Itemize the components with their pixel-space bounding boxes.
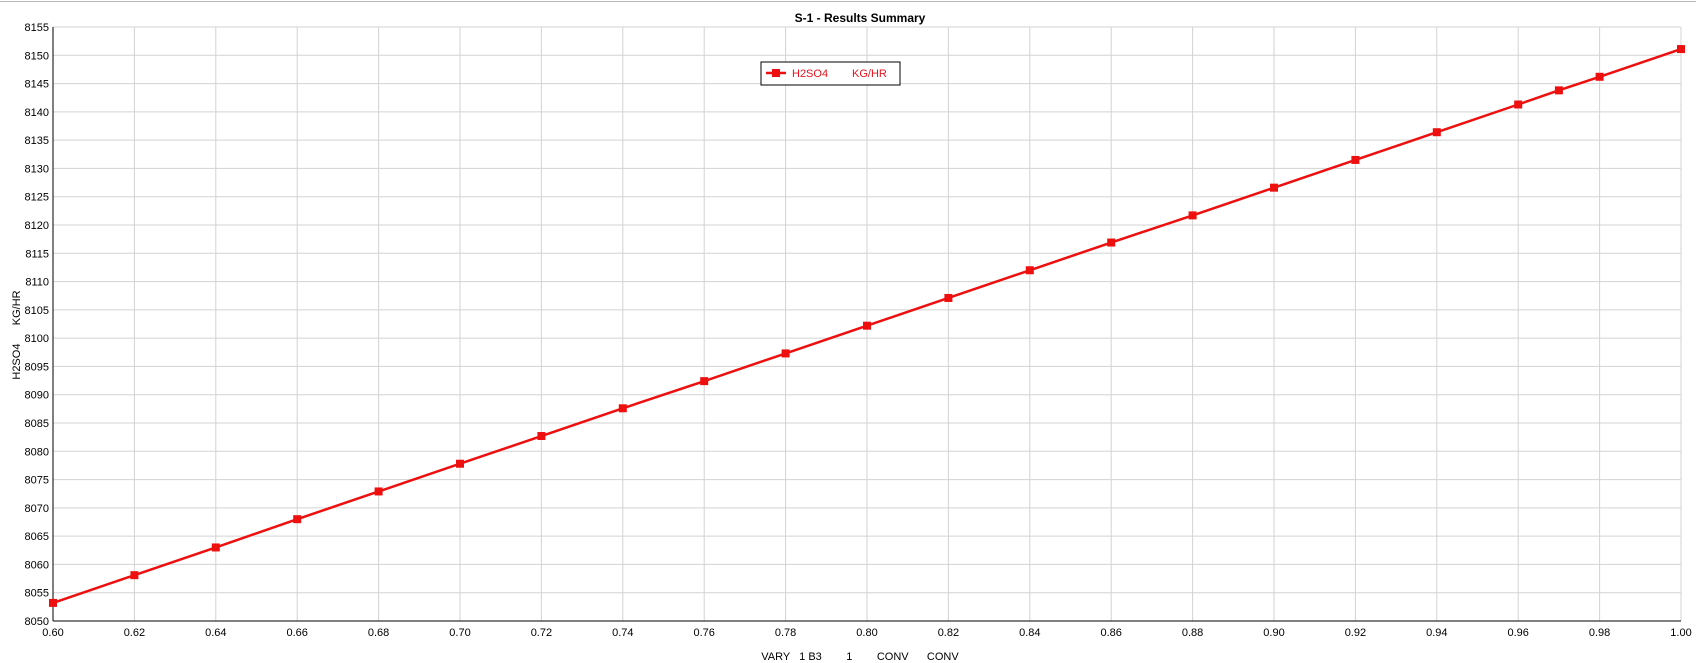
data-point [1025,266,1034,275]
data-point [1107,238,1116,247]
data-point [1554,86,1563,95]
x-tick-label: 0.90 [1263,627,1284,639]
x-tick-label: 0.98 [1589,627,1610,639]
x-tick-label: 0.84 [1019,627,1040,639]
series-layer [49,45,1685,607]
x-tick-label: 0.86 [1100,627,1121,639]
y-tick-label: 8110 [25,277,49,289]
data-point [130,571,139,580]
y-tick-label: 8120 [25,220,49,232]
y-tick-label: 8125 [25,192,49,204]
legend: H2SO4 KG/HR [760,61,901,86]
x-tick-label: 1.00 [1670,627,1691,639]
legend-box [760,61,901,86]
y-tick-label: 8055 [25,588,49,600]
chart-title: S-1 - Results Summary [795,11,926,25]
x-tick-label: 0.80 [856,627,877,639]
y-tick-label: 8080 [25,446,49,458]
x-tick-label: 0.76 [693,627,714,639]
data-point [456,459,464,468]
y-tick-label: 8085 [25,418,49,430]
y-tick-labels: 8050 8055 8060 8065 8070 8075 8080 8085 8090 8095… [25,22,49,628]
x-tick-label: 0.94 [1426,627,1447,639]
y-tick-label: 8150 [25,50,49,62]
data-point [1677,45,1685,54]
data-point [1270,183,1278,192]
x-tick-label: 0.62 [124,627,145,639]
x-tick-label: 0.64 [205,627,226,639]
y-tick-label: 8100 [25,333,49,345]
data-point [537,432,546,441]
legend-series-name: H2SO4 [792,68,828,80]
x-tick-label: 0.88 [1182,627,1203,639]
legend-marker-swatch [772,69,780,77]
y-tick-label: 8135 [25,135,49,147]
data-point [700,377,709,386]
x-tick-labels: 0.60 0.62 0.64 0.66 0.68 0.70 0.72 0.74 0.76 0.78… [42,627,1691,639]
x-tick-label: 0.82 [938,627,959,639]
data-point [1514,100,1523,109]
x-tick-label: 0.68 [368,627,389,639]
y-tick-label: 8140 [25,107,49,119]
y-tick-label: 8095 [25,361,49,373]
x-axis-label: VARY 1 B3 1 CONV CONV [761,651,959,663]
x-tick-label: 0.74 [612,627,633,639]
y-tick-label: 8090 [25,390,49,402]
y-tick-label: 8105 [25,305,49,317]
y-tick-label: 8155 [25,22,49,34]
y-tick-label: 8145 [25,79,49,91]
data-point [293,515,302,524]
y-tick-label: 8065 [25,531,49,543]
data-point [374,487,383,496]
y-tick-label: 8130 [25,163,49,175]
x-tick-label: 0.66 [286,627,307,639]
x-tick-label: 0.92 [1345,627,1366,639]
y-tick-label: 8075 [25,475,49,487]
data-point [1351,155,1360,164]
x-tick-label: 0.78 [775,627,796,639]
data-point [944,293,953,302]
data-point [1595,72,1604,81]
data-point [863,321,871,330]
axes [52,27,1681,622]
x-tick-label: 0.70 [449,627,470,639]
y-tick-label: 8050 [25,616,49,628]
data-point [1188,211,1197,220]
data-point [618,404,627,413]
y-tick-label: 8115 [25,248,49,260]
legend-series-unit: KG/HR [852,68,887,80]
data-point [781,349,790,358]
y-tick-label: 8070 [25,503,49,515]
y-axis-label: H2SO4 KG/HR [11,290,23,379]
series-line [52,47,1682,605]
x-tick-label: 0.96 [1507,627,1528,639]
x-tick-label: 0.60 [42,627,63,639]
x-tick-label: 0.72 [531,627,552,639]
data-point [211,543,220,552]
data-point [49,598,57,607]
y-tick-label: 8060 [25,559,49,571]
data-point [1432,128,1441,137]
